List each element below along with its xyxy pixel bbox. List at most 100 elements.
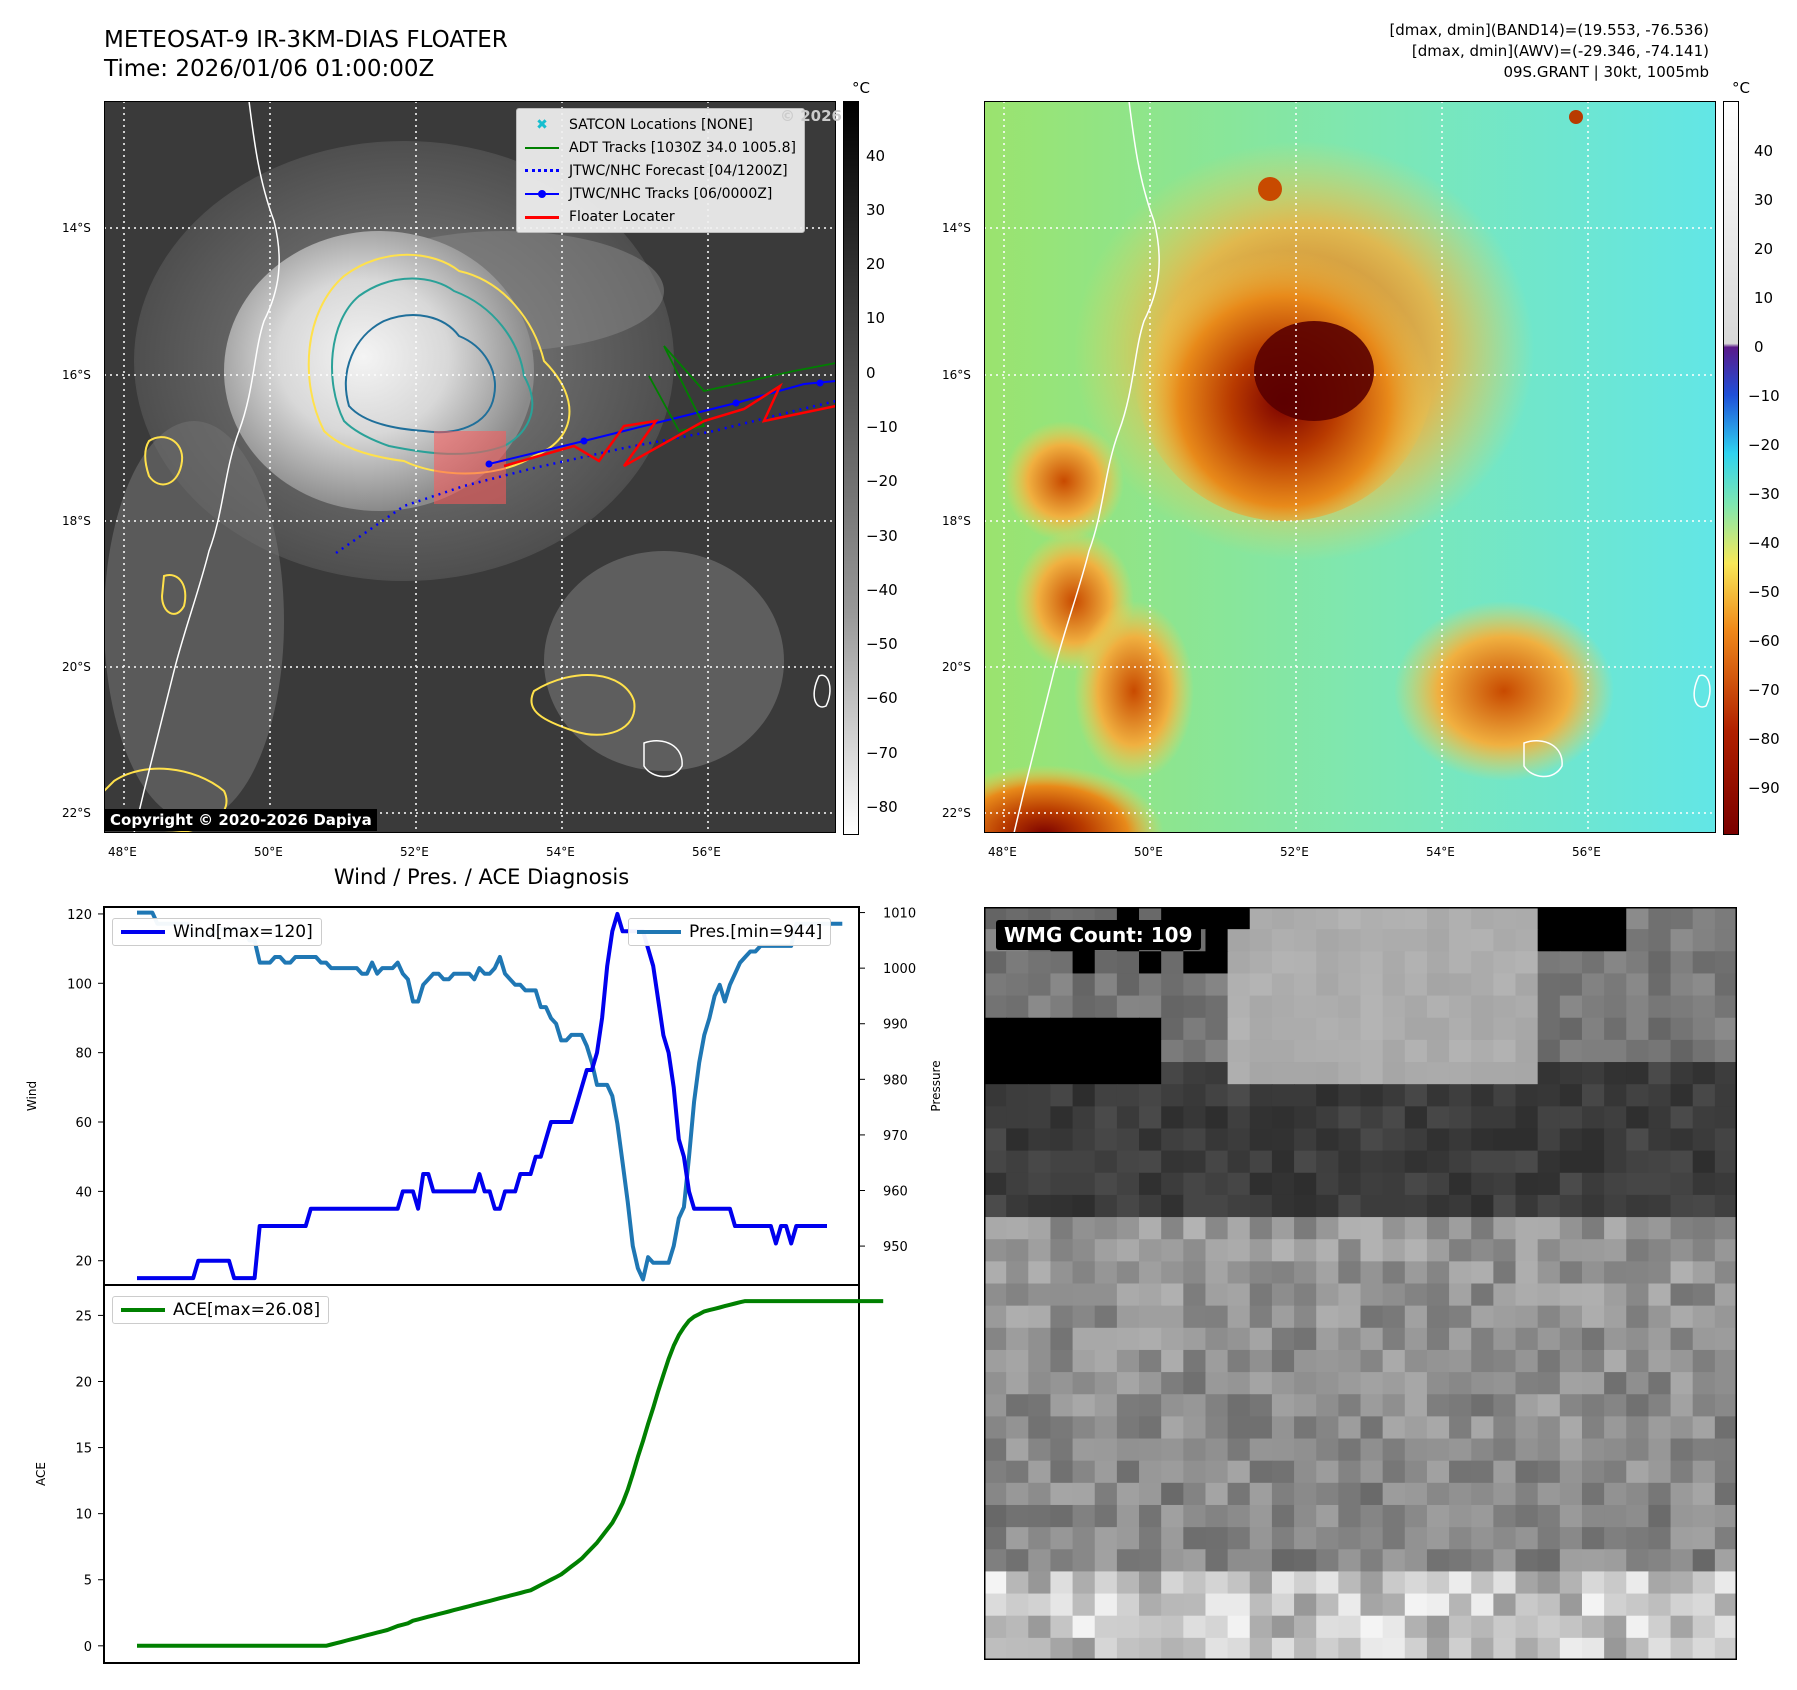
wmg-pixel: [1050, 1217, 1074, 1240]
legend-label-adt: ADT Tracks [1030Z 34.0 1005.8]: [569, 139, 796, 156]
wmg-pixel: [1449, 1571, 1472, 1595]
wmg-pixel: [1692, 1305, 1716, 1329]
wmg-pixel: [1294, 1416, 1317, 1440]
wmg-pixel: [1116, 1283, 1140, 1307]
wmg-pixel: [1604, 1239, 1627, 1262]
wmg-pixel: [1404, 1039, 1428, 1063]
wmg-pixel: [1028, 1482, 1052, 1506]
wind-legend: Wind[max=120]: [112, 918, 322, 946]
wmg-pixel: [1692, 1062, 1716, 1085]
wmg-pixel: [1072, 1372, 1096, 1395]
wmg-pixel: [1116, 1128, 1140, 1152]
wmg-pixel: [1581, 1549, 1605, 1573]
wmg-pixel: [1360, 1150, 1384, 1174]
wmg-pixel: [1161, 1416, 1184, 1440]
wmg-pixel: [1714, 1172, 1737, 1196]
wmg-pixel: [1094, 951, 1118, 975]
wmg-pixel: [1559, 1106, 1583, 1130]
wmg-pixel: [1161, 1438, 1184, 1462]
wmg-pixel: [1316, 1039, 1339, 1063]
wmg-pixel: [1648, 929, 1672, 952]
wmg-pixel: [1471, 1438, 1494, 1462]
wmg-pixel: [1692, 1283, 1716, 1307]
wmg-pixel: [1382, 973, 1406, 997]
wmg-pixel: [1028, 1084, 1052, 1107]
wmg-pixel: [1515, 1239, 1539, 1262]
wmg-pixel: [1360, 1305, 1384, 1329]
wmg-pixel: [1050, 1438, 1074, 1462]
wmg-pixel: [1626, 1062, 1650, 1085]
wmg-pixel: [1670, 929, 1694, 952]
floater-locater-box: [434, 431, 506, 504]
wmg-pixel: [1648, 1305, 1672, 1329]
wmg-pixel: [1493, 1172, 1517, 1196]
wmg-pixel: [1294, 1615, 1317, 1639]
pressure-ytick-label: 970: [883, 1129, 908, 1144]
wmg-pixel: [1493, 1637, 1517, 1660]
wmg-pixel: [1559, 1593, 1583, 1617]
wmg-pixel: [1692, 1239, 1716, 1262]
wmg-pixel: [1338, 1106, 1362, 1130]
wmg-pixel: [1404, 1527, 1428, 1550]
wmg-pixel: [1249, 1217, 1273, 1240]
wmg-pixel: [1249, 1593, 1273, 1617]
wmg-pixel: [1471, 907, 1494, 930]
wmg-pixel: [1360, 1482, 1384, 1506]
wmg-pixel: [1072, 1084, 1096, 1107]
wmg-pixel: [1648, 1150, 1672, 1174]
wmg-pixel: [1139, 1593, 1162, 1617]
wmg-pixel: [1205, 1327, 1229, 1351]
wmg-pixel: [1426, 1615, 1450, 1639]
red-line-icon: [525, 211, 559, 223]
wmg-pixel: [1382, 1394, 1406, 1417]
wmg-pixel: [1648, 1615, 1672, 1639]
wmg-pixel: [1271, 1327, 1295, 1351]
wmg-pixel: [1249, 1615, 1273, 1639]
wmg-pixel: [1116, 1327, 1140, 1351]
wmg-pixel: [1006, 1349, 1029, 1373]
wmg-pixel: [1249, 995, 1273, 1019]
wmg-pixel: [1581, 1106, 1605, 1130]
wmg-pixel: [1050, 1527, 1074, 1550]
wmg-pixel: [1006, 973, 1029, 997]
wmg-pixel: [984, 1261, 1007, 1285]
wmg-pixel: [1116, 1504, 1140, 1528]
wmg-pixel: [1471, 1482, 1494, 1506]
wmg-pixel: [1050, 1482, 1074, 1506]
wmg-pixel: [1581, 1504, 1605, 1528]
wmg-pixel: [1072, 1194, 1096, 1218]
wmg-pixel: [1426, 1283, 1450, 1307]
wmg-pixel: [1648, 1106, 1672, 1130]
wmg-pixel: [1139, 995, 1162, 1019]
wmg-pixel: [1205, 1239, 1229, 1262]
ir-contour-yellow: [307, 253, 571, 475]
wmg-pixel: [1006, 1504, 1029, 1528]
wmg-pixel: [1360, 1062, 1384, 1085]
wmg-pixel: [1006, 1571, 1029, 1595]
wmg-pixel: [1294, 995, 1317, 1019]
wmg-pixel: [1139, 1372, 1162, 1395]
wmg-pixel: [1493, 1017, 1517, 1041]
wmg-pixel: [1581, 1593, 1605, 1617]
wmg-pixel: [1316, 1349, 1339, 1373]
awv-lat-label-20s: 20°S: [942, 660, 971, 674]
wmg-pixel: [1426, 1017, 1450, 1041]
wmg-pixel: [1227, 1394, 1251, 1417]
wmg-pixel: [1626, 1549, 1650, 1573]
wmg-pixel: [1559, 1128, 1583, 1152]
wmg-pixel: [1050, 1239, 1074, 1262]
wmg-pixel: [1316, 1150, 1339, 1174]
wmg-pixel: [1294, 1150, 1317, 1174]
wmg-pixel: [984, 1593, 1007, 1617]
wmg-pixel: [1050, 1372, 1074, 1395]
wmg-pixel: [1537, 995, 1561, 1019]
wmg-pixel: [1205, 1637, 1229, 1660]
wmg-pixel: [1626, 1128, 1650, 1152]
wmg-pixel: [1205, 1084, 1229, 1107]
wmg-pixel: [1271, 1504, 1295, 1528]
wmg-pixel: [1338, 1349, 1362, 1373]
wmg-pixel: [1072, 1283, 1096, 1307]
wmg-pixel: [1670, 1615, 1694, 1639]
wmg-pixel: [1382, 1017, 1406, 1041]
wmg-pixel: [1493, 929, 1517, 952]
